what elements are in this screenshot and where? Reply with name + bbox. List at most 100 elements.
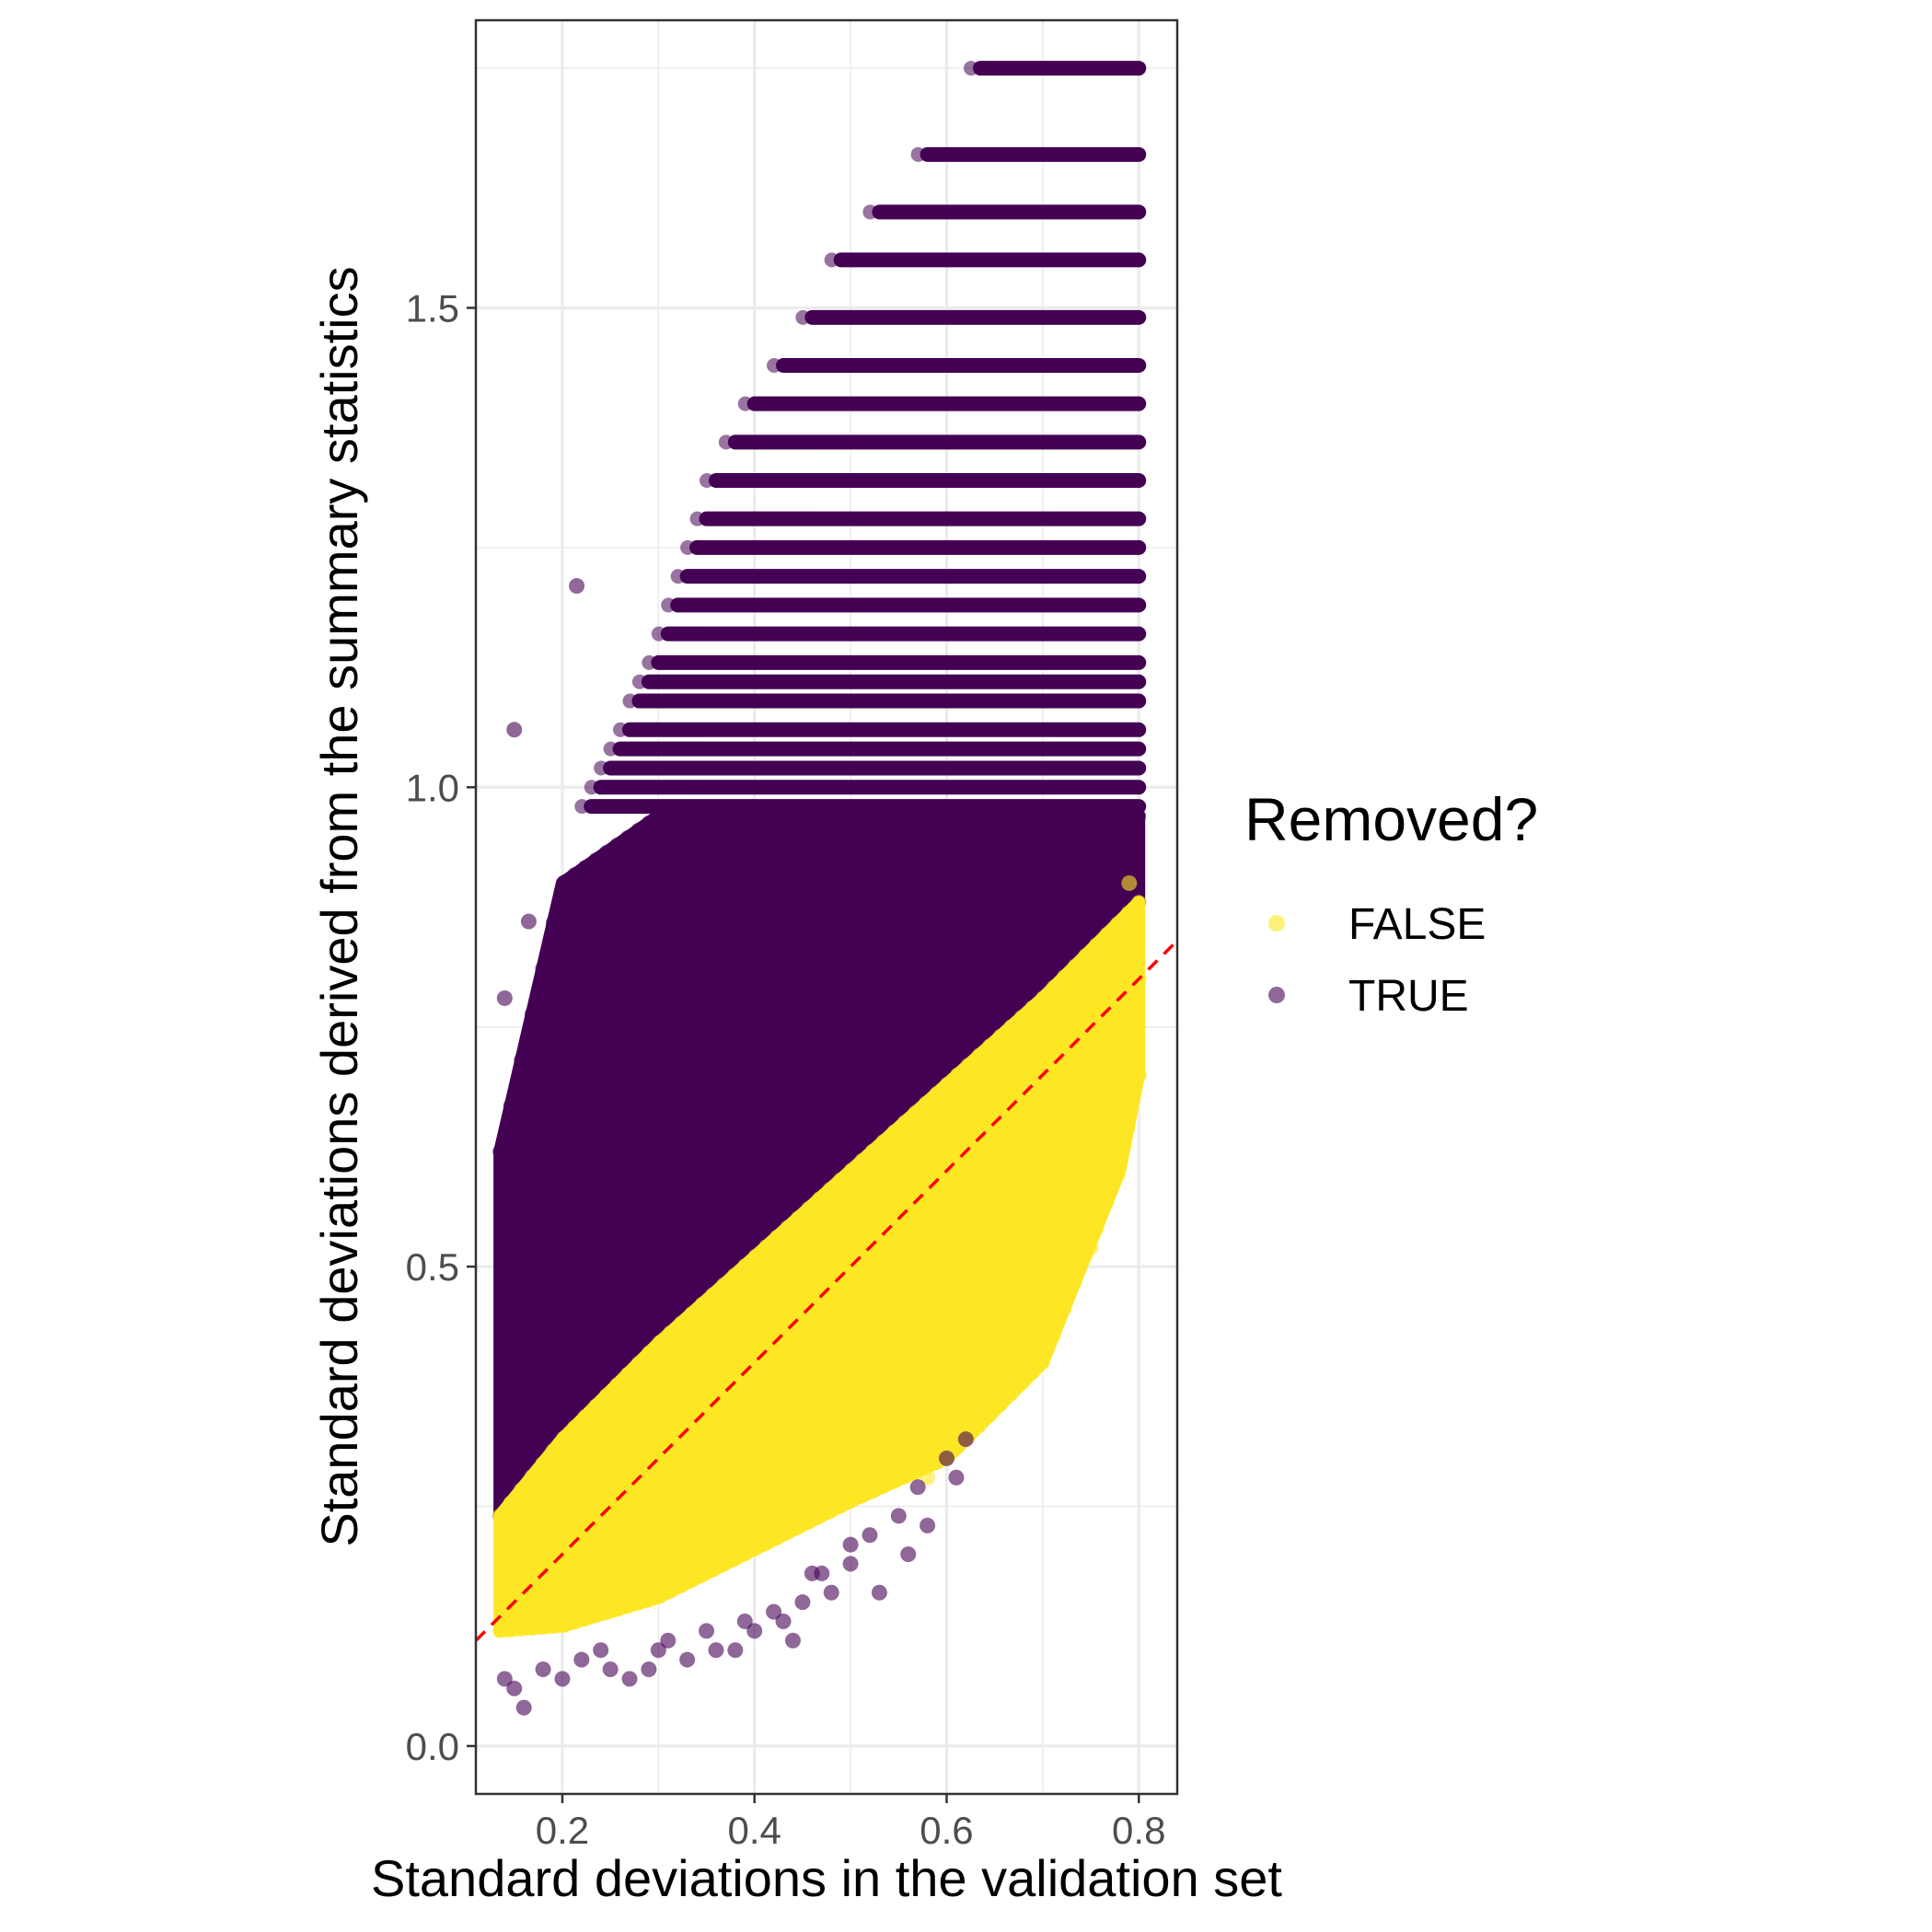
data-point [1099, 926, 1115, 942]
data-point [992, 1028, 1008, 1044]
data-point [804, 1565, 820, 1581]
y-tick-label: 0.0 [406, 1725, 459, 1768]
data-point [660, 1632, 677, 1649]
data-point [574, 799, 590, 815]
data-point [699, 1623, 715, 1639]
data-point [609, 1377, 625, 1393]
data-point [661, 597, 677, 613]
y-tick-label: 1.5 [406, 286, 459, 330]
data-point [594, 760, 609, 776]
data-point [1120, 1120, 1136, 1136]
x-axis-title: Standard deviations in the validation se… [371, 1849, 1282, 1907]
data-point [1024, 1365, 1040, 1381]
data-point [545, 1442, 561, 1458]
x-tick-label: 0.4 [728, 1809, 781, 1852]
data-point [588, 852, 604, 868]
data-point [1121, 1105, 1138, 1121]
legend-label-true: TRUE [1348, 972, 1469, 1021]
data-point [609, 837, 625, 852]
x-tick-label: 0.8 [1112, 1809, 1165, 1852]
data-point [871, 1584, 887, 1601]
data-point [619, 829, 635, 845]
data-point [747, 1248, 763, 1264]
data-point [1024, 1000, 1040, 1015]
data-point [496, 989, 513, 1006]
data-point [1003, 1019, 1019, 1035]
data-point [642, 815, 657, 830]
data-point [556, 1430, 572, 1446]
data-point [535, 961, 550, 977]
data-point [567, 1419, 583, 1435]
data-point [726, 1267, 742, 1283]
data-point [769, 1229, 784, 1244]
data-point [1054, 1297, 1070, 1313]
data-point [824, 252, 839, 268]
data-point [673, 1315, 688, 1331]
data-point [908, 1105, 923, 1120]
data-point [506, 1680, 523, 1696]
data-point [886, 1124, 902, 1140]
data-point [992, 1397, 1008, 1413]
data-point [1078, 948, 1093, 964]
data-point [718, 434, 734, 450]
data-point [1116, 913, 1133, 930]
data-point [900, 1546, 917, 1563]
data-point [631, 822, 646, 838]
data-point [801, 1200, 816, 1216]
data-point [535, 1456, 550, 1472]
data-point [964, 61, 979, 76]
data-point [967, 1412, 984, 1429]
legend-key-false [1268, 915, 1285, 931]
data-point [503, 1623, 518, 1638]
legend-title: Removed? [1244, 785, 1538, 853]
data-point [929, 1086, 944, 1102]
data-point [588, 1398, 604, 1414]
data-point [705, 1287, 721, 1302]
data-point [775, 1614, 792, 1630]
data-point [791, 1210, 806, 1226]
data-point [909, 1479, 926, 1496]
data-point [961, 1057, 977, 1072]
data-point [577, 860, 593, 875]
data-point [651, 626, 666, 642]
data-point [642, 654, 657, 670]
data-point [823, 1584, 839, 1601]
data-point [971, 1047, 987, 1063]
data-point [598, 845, 614, 861]
data-point [556, 874, 572, 890]
data-point [1067, 958, 1082, 974]
data-point [689, 511, 705, 526]
data-point [920, 1469, 936, 1486]
data-point [948, 1469, 965, 1486]
data-point [1035, 1354, 1051, 1370]
data-point [545, 1619, 561, 1635]
data-point [1099, 1195, 1115, 1210]
data-point [663, 1325, 678, 1340]
data-point [684, 1306, 700, 1322]
reference-line-group [476, 939, 1177, 1642]
data-point [694, 1296, 710, 1312]
data-point [822, 1182, 838, 1197]
data-point [767, 357, 782, 373]
data-point [843, 1163, 859, 1178]
data-point [996, 1354, 1012, 1371]
axes: 0.2 0.4 0.6 0.8 0.0 0.5 1.0 1.5 [406, 286, 1166, 1852]
data-point [524, 1621, 539, 1637]
data-point [794, 1594, 811, 1611]
data-point [758, 1239, 774, 1255]
data-point [1035, 1325, 1051, 1342]
legend-key-true [1268, 987, 1285, 1003]
data-point [524, 1006, 539, 1022]
data-point [1067, 1275, 1082, 1290]
data-point [918, 1095, 933, 1111]
data-point [535, 1661, 551, 1678]
data-point [699, 472, 714, 488]
legend: Removed? FALSE TRUE [1244, 785, 1538, 1021]
data-point [603, 741, 619, 757]
data-point [982, 1038, 998, 1054]
data-point [982, 1407, 998, 1423]
data-point [938, 1450, 954, 1466]
data-point [569, 578, 585, 595]
data-point [584, 780, 599, 795]
data-points [492, 61, 1147, 1716]
